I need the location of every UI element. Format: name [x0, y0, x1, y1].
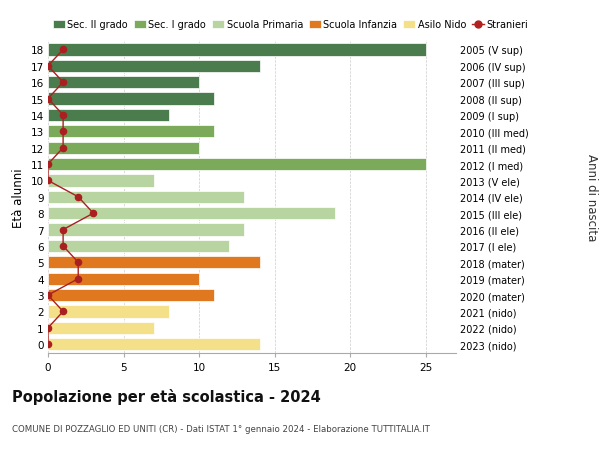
Point: [73, 194, 83, 201]
Point: [73, 275, 83, 283]
Bar: [48, 273, 199, 285]
Point: [58, 79, 68, 87]
Bar: [48, 126, 214, 138]
Bar: [48, 338, 260, 351]
Legend: Sec. II grado, Sec. I grado, Scuola Primaria, Scuola Infanzia, Asilo Nido, Stran: Sec. II grado, Sec. I grado, Scuola Prim…: [53, 20, 529, 30]
Point: [58, 112, 68, 119]
Bar: [48, 191, 244, 203]
Bar: [48, 207, 335, 220]
Text: COMUNE DI POZZAGLIO ED UNITI (CR) - Dati ISTAT 1° gennaio 2024 - Elaborazione TU: COMUNE DI POZZAGLIO ED UNITI (CR) - Dati…: [12, 425, 430, 434]
Bar: [48, 110, 169, 122]
Text: Popolazione per età scolastica - 2024: Popolazione per età scolastica - 2024: [12, 388, 321, 404]
Bar: [48, 306, 169, 318]
Point: [58, 243, 68, 250]
Point: [58, 129, 68, 136]
Bar: [48, 224, 244, 236]
Y-axis label: Età alunni: Età alunni: [12, 168, 25, 227]
Point: [43, 325, 53, 332]
Bar: [48, 175, 154, 187]
Bar: [48, 142, 199, 155]
Bar: [48, 322, 154, 334]
Bar: [48, 240, 229, 252]
Point: [58, 226, 68, 234]
Text: Anni di nascita: Anni di nascita: [584, 154, 598, 241]
Point: [73, 259, 83, 266]
Bar: [48, 289, 214, 302]
Point: [58, 47, 68, 54]
Point: [43, 341, 53, 348]
Point: [89, 210, 98, 218]
Bar: [48, 257, 260, 269]
Point: [43, 161, 53, 168]
Bar: [48, 61, 260, 73]
Point: [58, 145, 68, 152]
Point: [58, 308, 68, 315]
Point: [43, 63, 53, 70]
Point: [43, 95, 53, 103]
Point: [43, 177, 53, 185]
Bar: [48, 44, 426, 56]
Bar: [48, 77, 199, 89]
Point: [43, 292, 53, 299]
Bar: [48, 93, 214, 106]
Bar: [48, 158, 426, 171]
